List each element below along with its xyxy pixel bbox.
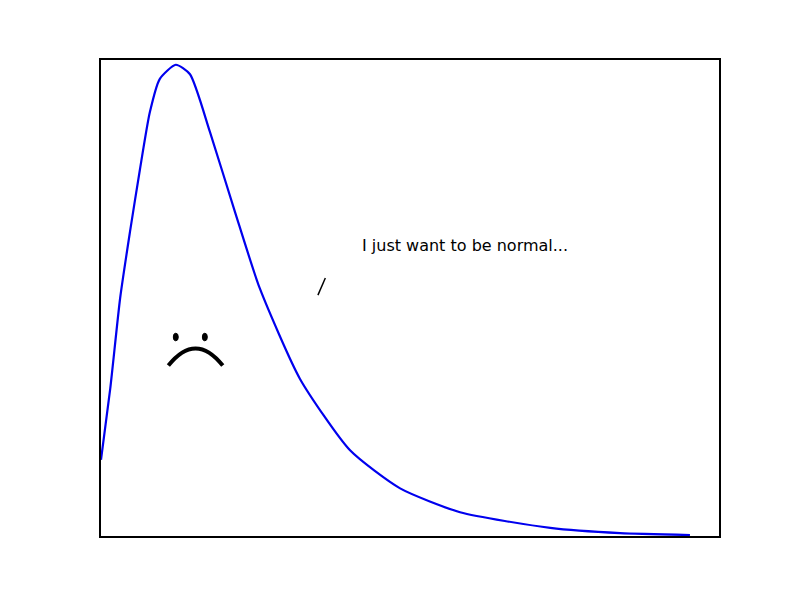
svg-text:I just want to be normal...: I just want to be normal...: [362, 236, 568, 255]
